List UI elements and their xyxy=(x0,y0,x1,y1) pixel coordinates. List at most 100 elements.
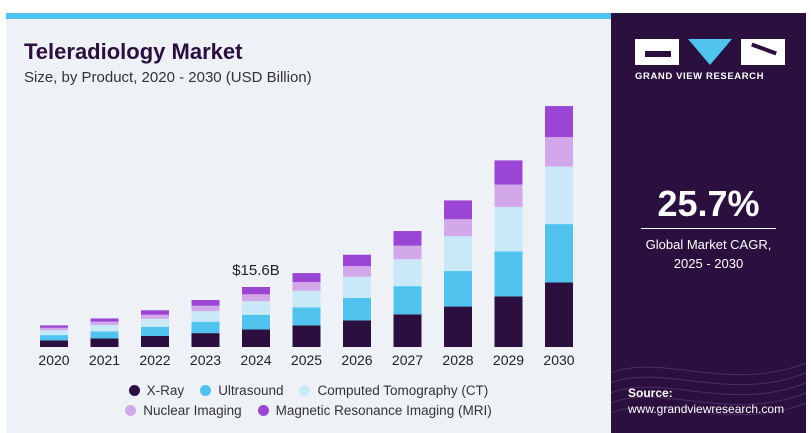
bar-segment-2024-1 xyxy=(242,314,270,330)
bar-segment-2024-2 xyxy=(242,301,270,315)
wave-decoration xyxy=(611,362,806,416)
legend-label: Nuclear Imaging xyxy=(143,403,242,418)
chart-subtitle: Size, by Product, 2020 - 2030 (USD Billi… xyxy=(24,69,312,86)
x-tick-label: 2030 xyxy=(543,352,574,368)
data-label: $15.6B xyxy=(232,262,280,279)
legend-item: Ultrasound xyxy=(200,383,283,398)
cagr-value: 25.7% xyxy=(657,183,760,224)
brand-name: GRAND VIEW RESEARCH xyxy=(635,71,765,82)
bar-segment-2029-4 xyxy=(494,160,523,185)
bar-segment-2020-4 xyxy=(40,325,68,328)
stats-panel: GRAND VIEW RESEARCH 25.7% Global Market … xyxy=(611,13,806,433)
bar-segment-2029-0 xyxy=(494,296,523,347)
bar-segment-2025-1 xyxy=(292,307,321,326)
bar-segment-2021-2 xyxy=(90,324,119,332)
bar-segment-2030-2 xyxy=(545,166,573,225)
x-tick-label: 2026 xyxy=(341,352,372,368)
bar-segment-2021-0 xyxy=(90,338,119,347)
bar-segment-2021-1 xyxy=(90,331,119,339)
bar-segment-2021-4 xyxy=(90,318,119,322)
bar-segment-2030-4 xyxy=(545,106,573,138)
x-tick-label: 2025 xyxy=(291,352,322,368)
legend-item: Magnetic Resonance Imaging (MRI) xyxy=(257,403,492,418)
x-tick-label: 2021 xyxy=(89,352,120,368)
legend-label: Magnetic Resonance Imaging (MRI) xyxy=(275,403,492,418)
bar-segment-2020-0 xyxy=(40,340,68,347)
x-tick-label: 2023 xyxy=(190,352,221,368)
legend-label: Computed Tomography (CT) xyxy=(317,383,489,398)
bar-segment-2022-1 xyxy=(141,326,169,336)
bar-segment-2023-2 xyxy=(191,311,220,322)
cagr-period: 2025 - 2030 xyxy=(673,256,744,271)
bar-segment-2026-3 xyxy=(343,266,371,277)
bar-segment-2028-1 xyxy=(444,271,472,307)
legend-item: Nuclear Imaging xyxy=(125,403,242,418)
bar-segment-2020-2 xyxy=(40,330,68,336)
x-tick-label: 2020 xyxy=(38,352,69,368)
legend-item: Computed Tomography (CT) xyxy=(299,383,488,398)
legend-label: Ultrasound xyxy=(218,383,284,398)
source-link[interactable]: www.grandviewresearch.com xyxy=(628,402,785,416)
x-tick-label: 2024 xyxy=(240,352,271,368)
bar-segment-2026-1 xyxy=(343,298,371,321)
bar-segment-2020-1 xyxy=(40,335,68,341)
bar-segment-2027-3 xyxy=(393,245,422,260)
legend-swatch xyxy=(125,405,137,416)
bar-segment-2030-0 xyxy=(545,282,573,347)
legend-swatch xyxy=(128,385,140,396)
bar-segment-2025-4 xyxy=(292,273,321,283)
bar-segment-2025-2 xyxy=(292,290,321,308)
bar-segment-2023-3 xyxy=(191,305,220,312)
bar-segment-2020-3 xyxy=(40,327,68,331)
bar-segment-2027-2 xyxy=(393,259,422,287)
x-tick-label: 2029 xyxy=(493,352,524,368)
cagr-label-text: Global Market CAGR, xyxy=(645,237,772,252)
accent-bar xyxy=(6,13,611,19)
bar-segment-2028-4 xyxy=(444,200,472,220)
bar-segment-2022-0 xyxy=(141,335,169,347)
stacked-bar-chart: 2020 2021 2022 2023 2024 $15.6B 2025 2026 2027 20… xyxy=(38,106,575,368)
legend-item: X-Ray xyxy=(128,383,185,398)
legend-swatch xyxy=(299,385,311,396)
bar-segment-2028-2 xyxy=(444,236,472,272)
bar-segment-2026-4 xyxy=(343,254,371,267)
bar-segment-2028-0 xyxy=(444,306,472,347)
bar-segment-2024-4 xyxy=(242,286,270,295)
chart-title: Teleradiology Market xyxy=(24,39,243,64)
divider xyxy=(641,228,776,229)
infographic: Teleradiology Market Size, by Product, 2… xyxy=(6,13,806,433)
bar-segment-2022-3 xyxy=(141,314,169,319)
legend-swatch xyxy=(200,385,212,396)
bar-segment-2025-3 xyxy=(292,282,321,291)
bar-segment-2029-3 xyxy=(494,184,523,207)
bar-segment-2024-0 xyxy=(242,329,270,347)
legend-row: X-Ray Ultrasound Computed Tomography (CT) xyxy=(6,383,611,398)
logo-icon xyxy=(635,39,785,65)
bar-segment-2029-2 xyxy=(494,206,523,252)
bar-segment-2023-4 xyxy=(191,300,220,306)
x-tick-label: 2027 xyxy=(392,352,423,368)
legend-swatch xyxy=(257,405,269,416)
x-tick-label: 2022 xyxy=(139,352,170,368)
bar-segment-2028-3 xyxy=(444,219,472,237)
bar-segment-2026-0 xyxy=(343,320,371,347)
bar-segment-2029-1 xyxy=(494,251,523,297)
chart-panel: Teleradiology Market Size, by Product, 2… xyxy=(6,19,611,433)
bar-segment-2027-1 xyxy=(393,286,422,315)
bar-segment-2021-3 xyxy=(90,321,119,325)
bar-segment-2024-3 xyxy=(242,294,270,302)
bar-segment-2022-2 xyxy=(141,318,169,327)
bar-segment-2025-0 xyxy=(292,325,321,347)
bar-segment-2027-4 xyxy=(393,231,422,246)
cagr-label: Global Market CAGR, 2025 - 2030 xyxy=(611,235,806,273)
bar-segment-2027-0 xyxy=(393,314,422,347)
source-label: Source: xyxy=(628,386,673,400)
legend-row: Nuclear Imaging Magnetic Resonance Imagin… xyxy=(6,403,611,418)
bar-segment-2022-4 xyxy=(141,310,169,315)
brand-logo: GRAND VIEW RESEARCH xyxy=(635,39,785,82)
bar-segment-2023-1 xyxy=(191,321,220,334)
legend-label: X-Ray xyxy=(146,383,185,398)
bar-segment-2023-0 xyxy=(191,333,220,347)
x-tick-label: 2028 xyxy=(442,352,473,368)
bar-segment-2030-3 xyxy=(545,137,573,167)
